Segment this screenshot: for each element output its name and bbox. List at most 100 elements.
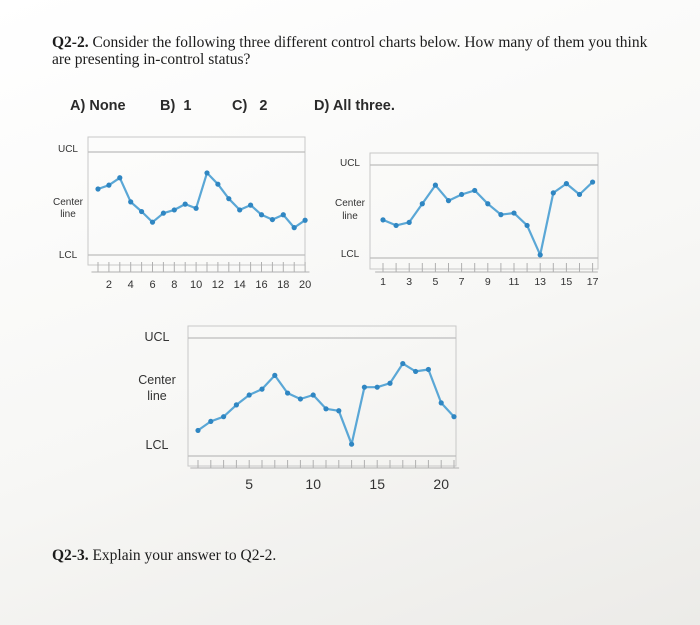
option-b[interactable]: B) 1 [160,98,191,114]
option-d-label: All three. [332,98,395,114]
data-point [432,182,438,188]
option-d-letter: D) [314,98,330,114]
followup-number: Q2-3. [52,547,89,564]
x-tick-label: 9 [485,276,491,288]
data-point [272,372,278,378]
x-tick-label: 10 [305,476,321,492]
center-line-label: Center [53,197,84,208]
data-point [208,418,214,424]
x-tick-label: 6 [149,279,155,291]
x-tick-label: 15 [369,476,385,492]
x-tick-label: 8 [171,279,177,291]
x-tick-label: 12 [212,279,224,291]
x-tick-label: 7 [459,276,465,288]
question-number: Q2-2. [52,34,89,51]
data-point [419,201,425,207]
option-d[interactable]: D) All three. [314,98,395,114]
data-point [374,384,380,390]
data-point [128,199,134,205]
x-tick-label: 5 [245,476,253,492]
center-line-label: line [147,389,167,403]
data-point [563,181,570,187]
x-tick-label: 11 [509,276,520,288]
center-line-label: Center [138,373,176,387]
option-a[interactable]: A) None [70,98,126,114]
data-point [280,212,286,218]
data-point [195,427,201,434]
data-point [537,252,543,258]
data-point [413,368,419,375]
x-tick-label: 14 [234,279,246,291]
data-point [246,392,252,398]
data-point [323,406,329,412]
lcl-label: LCL [59,250,78,261]
data-point [233,402,239,408]
chart-frame [187,325,457,467]
data-point [406,219,412,225]
question-q2-3: Q2-3. Explain your answer to Q2-2. [52,547,276,565]
data-point [215,181,221,187]
x-tick-label: 17 [587,276,599,288]
data-point [336,408,342,414]
data-point [182,201,188,207]
data-point [361,384,367,390]
option-c-letter: C) [232,98,248,114]
data-point [310,392,316,398]
option-b-label: 1 [183,98,192,114]
data-point [226,196,232,202]
data-point [485,201,491,207]
x-tick-label: 4 [128,279,134,291]
data-point [95,186,101,192]
data-point [498,212,504,218]
data-point [139,208,145,215]
option-c-label: 2 [259,98,268,114]
x-tick-label: 2 [106,279,112,291]
data-point [237,207,243,213]
x-tick-label: 3 [406,276,412,288]
x-tick-label: 5 [432,276,438,288]
x-tick-label: 20 [433,476,449,492]
x-tick-label: 10 [190,279,202,291]
data-point [297,396,303,402]
x-tick-label: 1 [380,276,386,288]
data-point [438,400,444,406]
lcl-label: LCL [146,438,169,452]
data-point [349,441,355,447]
data-point [269,216,275,223]
chart-frame [87,136,306,266]
data-point [259,386,265,392]
followup-text: Explain your answer to Q2-2. [92,547,277,564]
data-point [387,380,393,386]
data-point [576,191,583,198]
data-point [285,390,291,396]
x-tick-label: 15 [561,276,573,288]
ucl-label: UCL [144,330,169,344]
control-chart-3: UCL Center line LCL 5 10 15 20 [138,325,460,492]
data-point [380,217,386,223]
data-point [193,205,199,211]
chart-frame [369,152,599,270]
option-a-label: None [89,98,126,114]
question-text: Consider the following three different c… [52,34,648,68]
data-point [248,202,254,208]
option-c[interactable]: C) 2 [232,98,267,114]
data-point [590,179,596,185]
data-point [524,222,530,229]
lcl-label: LCL [341,249,360,260]
center-line-label: line [60,209,76,220]
data-point [550,190,556,196]
question-q2-2: Q2-2. Consider the following three diffe… [52,34,662,68]
x-tick-label: 20 [299,279,311,291]
x-tick-label: 18 [277,279,289,291]
data-point [393,222,399,229]
ucl-label: UCL [340,158,360,169]
center-line-label: Center [335,198,366,209]
data-point [459,191,465,198]
data-point [400,360,406,367]
data-point [291,225,297,231]
option-a-letter: A) [70,98,86,114]
option-b-letter: B) [160,98,176,114]
